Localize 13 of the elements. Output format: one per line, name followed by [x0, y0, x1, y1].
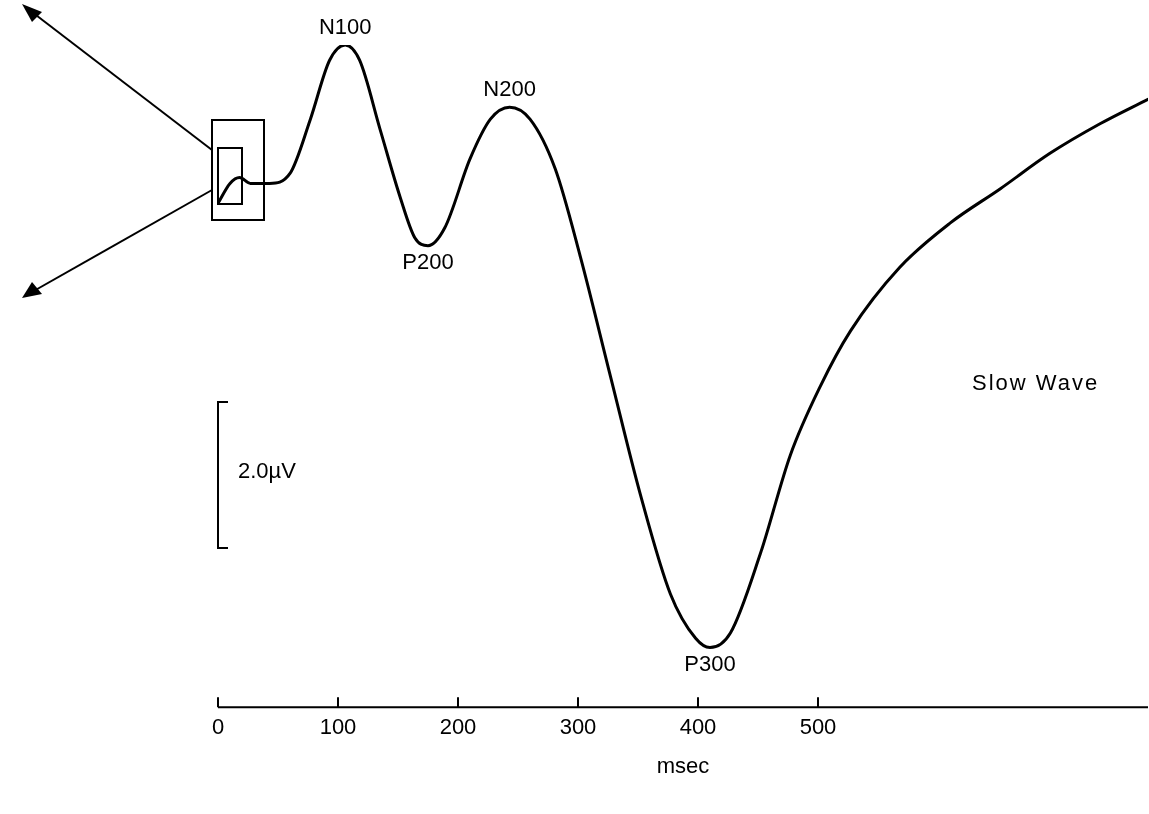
x-tick-label: 500	[799, 714, 837, 740]
x-tick-label: 200	[439, 714, 477, 740]
annotation: P200	[402, 248, 454, 274]
annotation: N100	[318, 14, 372, 40]
x-tick-label: 0	[211, 714, 225, 740]
x-axis-title: msec	[656, 752, 710, 778]
x-tick-label: 400	[679, 714, 717, 740]
x-tick-label: 300	[559, 714, 597, 740]
x-tick-label: 100	[319, 714, 357, 740]
annotation: P300	[684, 650, 736, 676]
annotation: N200	[483, 76, 536, 102]
annotation: 2.0µV	[238, 458, 296, 484]
annotation: Slow Wave	[972, 370, 1100, 396]
